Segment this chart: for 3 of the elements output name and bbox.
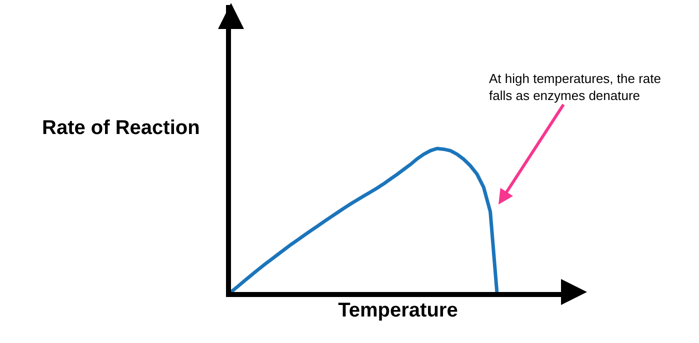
text: At high temperatures, the rate falls as enzymes denature xyxy=(489,71,661,103)
x-axis-title: Temperature xyxy=(338,300,458,322)
y-axis-title: Rate of Reaction xyxy=(42,117,200,139)
